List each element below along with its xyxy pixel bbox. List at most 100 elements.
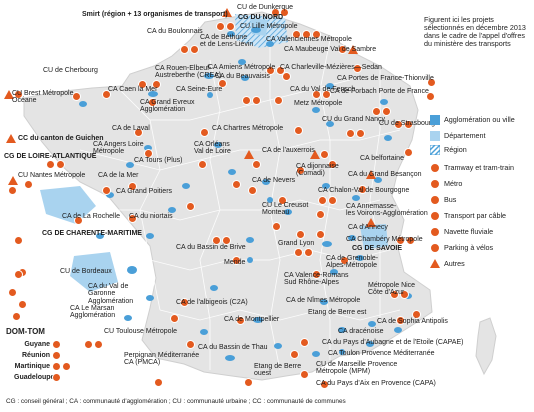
bus-icon bbox=[320, 380, 329, 389]
label-toulouse: CU Toulouse Métropole bbox=[104, 328, 178, 335]
legend-label: Département bbox=[444, 131, 486, 140]
bus-icon bbox=[242, 96, 251, 105]
bus-icon bbox=[280, 8, 289, 17]
label-tours: CA Tours (Plus) bbox=[134, 157, 183, 164]
bus-icon bbox=[372, 107, 381, 116]
label-valence: CA Valence-Romans Sud Rhône-Alpes bbox=[284, 272, 349, 287]
tram-icon bbox=[296, 166, 305, 175]
legend-label: Métro bbox=[444, 179, 463, 188]
label-niortais: CA du niortais bbox=[129, 213, 173, 220]
tram-icon bbox=[72, 92, 81, 101]
domtom-item: Martinique bbox=[14, 363, 50, 370]
corsica bbox=[475, 317, 497, 376]
label-lyon: Grand Lyon bbox=[278, 240, 315, 247]
label-evreux: CA Grand Evreux Agglomération bbox=[140, 99, 195, 114]
warning-icon bbox=[366, 170, 376, 179]
label-cherbourg: CU de Cherbourg bbox=[43, 67, 98, 74]
bus-icon bbox=[170, 314, 179, 323]
label-nimes: CA de Nîmes Métropole bbox=[286, 297, 361, 304]
footer-abbreviations: CG : conseil général ; CA : communauté d… bbox=[6, 398, 346, 405]
label-berre-est: Etang de Berre est bbox=[308, 309, 367, 316]
bus-icon bbox=[312, 30, 321, 39]
bus-icon bbox=[14, 270, 23, 279]
bicycle-icon bbox=[430, 243, 440, 253]
label-dijon: CA dijonnaise (Comadi) bbox=[296, 163, 339, 178]
bus-icon bbox=[252, 96, 261, 105]
bus-icon bbox=[24, 180, 33, 189]
tram-icon bbox=[430, 163, 440, 173]
bus-icon bbox=[278, 196, 287, 205]
label-lille: CU Lille Métropole bbox=[240, 23, 298, 30]
bus-icon bbox=[294, 126, 303, 135]
hatched-square-icon bbox=[430, 145, 440, 155]
label-nantes: CU Nantes Métropole bbox=[18, 172, 86, 179]
label-smirt: Smirt (région + 13 organismes de transpo… bbox=[82, 11, 228, 18]
bus-icon bbox=[276, 66, 285, 75]
bus-icon bbox=[232, 180, 241, 189]
blue-square-icon bbox=[430, 115, 440, 125]
bus-icon bbox=[12, 312, 21, 321]
tram-icon bbox=[292, 30, 301, 39]
legend-label: Transport par câble bbox=[444, 211, 507, 220]
bus-icon bbox=[272, 222, 281, 231]
bus-icon bbox=[52, 340, 61, 349]
bus-icon bbox=[232, 256, 241, 265]
label-aix: CA du Pays d'Aix en Provence (CAPA) bbox=[316, 380, 436, 387]
bus-icon bbox=[200, 128, 209, 137]
bus-icon bbox=[128, 214, 137, 223]
warning-icon bbox=[4, 90, 14, 99]
metro-icon bbox=[304, 248, 313, 257]
warning-icon bbox=[366, 218, 376, 227]
tram-icon bbox=[316, 210, 325, 219]
agglomeration-areas bbox=[79, 27, 412, 361]
label-auxerrois: CA de l'auxerrois bbox=[262, 147, 315, 154]
label-marsan: CA Le Marsan Agglomération bbox=[70, 305, 116, 320]
warning-icon bbox=[430, 259, 440, 268]
label-metz: Metz Métropole bbox=[294, 100, 343, 107]
domtom-title: DOM-TOM bbox=[6, 327, 45, 336]
label-thau: CA du Bassin de Thau bbox=[198, 344, 268, 351]
bus-icon bbox=[252, 160, 261, 169]
legend-label: Autres bbox=[444, 259, 465, 268]
metro-icon bbox=[430, 179, 440, 189]
bus-icon bbox=[226, 22, 235, 31]
label-cg-nord: CG DU NORD bbox=[238, 14, 284, 21]
label-fensch: CA du Val de Fensch bbox=[290, 86, 356, 93]
bus-icon bbox=[186, 340, 195, 349]
label-rouen: CA Rouen-Elbeuf- Austreberthe (CREA) bbox=[155, 65, 222, 80]
label-maubeuge: CA Maubeuge Val de Sambre bbox=[284, 46, 377, 53]
cable-car-icon bbox=[340, 256, 349, 265]
tram-icon bbox=[14, 90, 23, 99]
tram-icon bbox=[180, 45, 189, 54]
bus-icon bbox=[318, 196, 327, 205]
label-angers: CA Angers Loire Métropole bbox=[93, 141, 144, 156]
tram-icon bbox=[358, 185, 367, 194]
bus-icon bbox=[52, 362, 61, 371]
tram-icon bbox=[404, 148, 413, 157]
bus-icon bbox=[128, 182, 137, 191]
label-caen: CA Caen la Mer bbox=[108, 86, 158, 93]
bus-icon bbox=[353, 64, 362, 73]
label-chambery: CA Chambéry Métropole bbox=[346, 236, 423, 243]
label-montpellier: CA de Montpellier bbox=[224, 316, 280, 323]
legend-label: Agglomération ou ville bbox=[444, 115, 515, 124]
bus-icon bbox=[406, 236, 415, 245]
label-draceinoise: CA dracénoise bbox=[338, 328, 384, 335]
bus-icon bbox=[18, 300, 27, 309]
label-strasbourg: CU de Strasbourg bbox=[379, 120, 436, 127]
bus-icon bbox=[148, 98, 157, 107]
bus-icon bbox=[244, 378, 253, 387]
tram-icon bbox=[266, 66, 275, 75]
tram-icon bbox=[84, 340, 93, 349]
bus-icon bbox=[312, 270, 321, 279]
label-rochelle: CA de La Rochelle bbox=[62, 213, 120, 220]
label-poitiers: CA Grand Poitiers bbox=[116, 188, 173, 195]
label-belfortaine: CA belfortaine bbox=[360, 155, 404, 162]
tram-icon bbox=[312, 90, 321, 99]
bus-icon bbox=[74, 216, 83, 225]
label-guichen: CC du canton de Guichen bbox=[18, 135, 104, 142]
label-brive: CA du Bassin de Brive bbox=[176, 244, 246, 251]
tram-icon bbox=[216, 22, 225, 31]
label-garonne: CA du Val de Garonne Agglomération bbox=[88, 283, 134, 305]
legend-label: Tramway et tram-train bbox=[444, 163, 515, 172]
